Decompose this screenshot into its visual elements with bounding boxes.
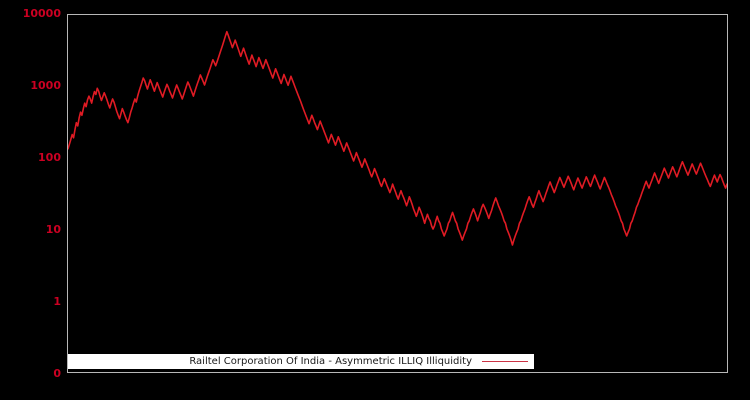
legend-line-sample-icon <box>482 361 528 362</box>
plot-area <box>67 14 728 373</box>
legend-label-illiq: Railtel Corporation Of India - Asymmetri… <box>189 355 472 367</box>
series-line-illiq <box>68 30 727 246</box>
y-tick-label-100: 100 <box>38 151 61 164</box>
y-tick-label-1000: 1000 <box>30 79 61 92</box>
y-tick-label-0: 0 <box>53 367 61 380</box>
y-tick-label-10: 10 <box>45 223 61 236</box>
y-tick-label-10000: 10000 <box>22 7 61 20</box>
y-tick-label-1: 1 <box>53 295 61 308</box>
chart-legend: Railtel Corporation Of India - Asymmetri… <box>68 354 534 369</box>
